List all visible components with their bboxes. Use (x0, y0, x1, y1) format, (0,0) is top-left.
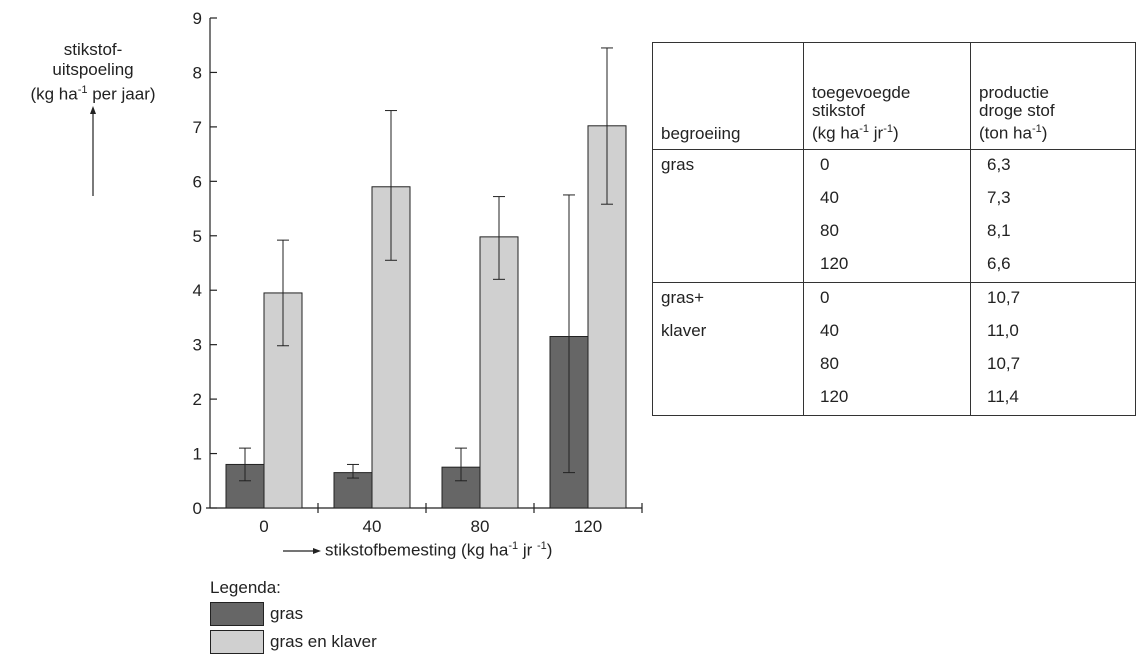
x-tick-label: 120 (574, 517, 602, 536)
y-tick-label: 3 (193, 336, 202, 355)
legend-swatch-gras-en-klaver (210, 630, 264, 654)
cell-prod: 7,3 (970, 183, 1136, 216)
production-table: begroeiing toegevoegde stikstof (kg ha-1… (652, 42, 1136, 416)
cell-prod: 10,7 (970, 282, 1136, 316)
header-productie: productie droge stof (ton ha-1) (970, 42, 1136, 150)
cell-n: 40 (803, 183, 971, 216)
cell-prod: 8,1 (970, 216, 1136, 249)
table-row: gras 0 6,3 (652, 149, 1136, 183)
x-axis-label: stikstofbemesting (kg ha-1 jr -1) (283, 540, 552, 561)
x-arrow-icon (283, 548, 321, 555)
table-row: 120 11,4 (652, 382, 1136, 416)
y-arrow-icon (90, 106, 96, 196)
cell-prod: 11,4 (970, 382, 1136, 416)
legend-item-gras-en-klaver: gras en klaver (210, 628, 377, 656)
y-tick-label: 5 (193, 227, 202, 246)
y-tick-label: 4 (193, 281, 202, 300)
cell-veg: gras+ (652, 282, 804, 316)
cell-n: 120 (803, 249, 971, 283)
y-tick-label: 7 (193, 118, 202, 137)
legend-title: Legenda: (210, 578, 281, 597)
table-row: 80 8,1 (652, 216, 1136, 249)
y-tick-label: 8 (193, 63, 202, 82)
x-tick-label: 40 (363, 517, 382, 536)
y-label-line2: uitspoeling (52, 60, 134, 79)
table-row: klaver 40 11,0 (652, 316, 1136, 349)
legend-label-gras: gras (270, 604, 304, 623)
cell-veg: klaver (652, 316, 804, 349)
x-tick-label: 80 (471, 517, 490, 536)
header-begroeiing: begroeiing (652, 42, 804, 150)
cell-n: 0 (803, 149, 971, 183)
x-tick-label: 0 (259, 517, 268, 536)
table-row: 80 10,7 (652, 349, 1136, 382)
header-toegevoegde-stikstof: toegevoegde stikstof (kg ha-1 jr-1) (803, 42, 971, 150)
cell-prod: 6,3 (970, 149, 1136, 183)
y-tick-label: 9 (193, 9, 202, 28)
cell-prod: 10,7 (970, 349, 1136, 382)
y-label-line3: (kg ha-1 per jaar) (30, 84, 156, 104)
cell-veg (652, 382, 804, 416)
cell-veg (652, 216, 804, 249)
cell-veg: gras (652, 149, 804, 183)
legend: Legenda: gras gras en klaver (210, 578, 377, 656)
cell-veg (652, 249, 804, 283)
table-header-row: begroeiing toegevoegde stikstof (kg ha-1… (652, 42, 1136, 150)
cell-n: 80 (803, 349, 971, 382)
y-tick-label: 1 (193, 445, 202, 464)
y-tick-label: 0 (193, 499, 202, 518)
legend-label-gras-en-klaver: gras en klaver (270, 632, 377, 651)
bar-chart: 0 1 2 3 4 5 6 7 8 9 0 40 80 120 (193, 9, 643, 536)
cell-prod: 6,6 (970, 249, 1136, 283)
cell-n: 40 (803, 316, 971, 349)
legend-item-gras: gras (210, 600, 377, 628)
cell-veg (652, 349, 804, 382)
bar (225, 463, 265, 509)
y-label-line1: stikstof- (63, 40, 123, 59)
y-tick-label: 2 (193, 390, 202, 409)
y-tick-label: 6 (193, 172, 202, 191)
table-row: gras+ 0 10,7 (652, 282, 1136, 316)
table-row: 40 7,3 (652, 183, 1136, 216)
cell-veg (652, 183, 804, 216)
cell-n: 80 (803, 216, 971, 249)
cell-n: 0 (803, 282, 971, 316)
table-row: 120 6,6 (652, 249, 1136, 283)
cell-n: 120 (803, 382, 971, 416)
legend-swatch-gras (210, 602, 264, 626)
cell-prod: 11,0 (970, 316, 1136, 349)
y-axis-label: stikstof- uitspoeling (kg ha-1 per jaar) (2, 40, 184, 196)
